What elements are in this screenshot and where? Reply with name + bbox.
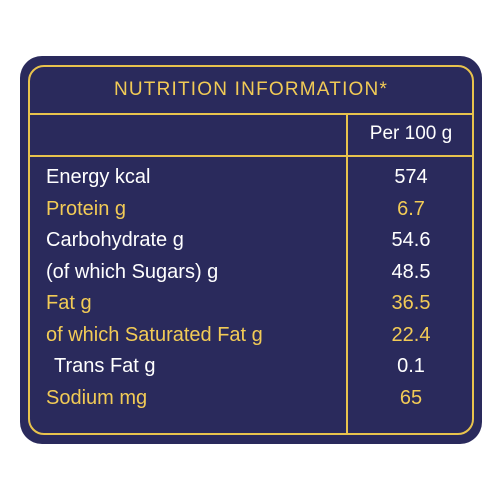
title-row: NUTRITION INFORMATION* <box>30 67 472 115</box>
nutrient-row-sodium: Sodium mg 65 <box>30 384 472 416</box>
nutrient-row-saturated-fat: of which Saturated Fat g 22.4 <box>30 321 472 353</box>
column-divider <box>346 113 348 433</box>
column-header-per-100g: Per 100 g <box>369 123 453 144</box>
nutrient-label: Carbohydrate g <box>46 229 184 251</box>
table-title: NUTRITION INFORMATION* <box>113 79 389 100</box>
nutrient-row-protein: Protein g 6.7 <box>30 195 472 227</box>
nutrient-label: (of which Sugars) g <box>46 260 219 283</box>
nutrient-value: 48.5 <box>391 260 431 283</box>
nutrient-value: 0.1 <box>397 355 425 377</box>
column-header-row: Per 100 g <box>30 113 472 157</box>
nutrient-value: 54.6 <box>391 229 431 251</box>
nutrient-rows: Energy kcal 574 Protein g 6.7 Carbohydra… <box>30 163 472 415</box>
nutrient-value: 574 <box>394 166 428 188</box>
nutrient-label: Protein g <box>46 197 127 220</box>
nutrient-row-carbohydrate: Carbohydrate g 54.6 <box>30 226 472 258</box>
nutrient-value: 6.7 <box>397 197 425 220</box>
nutrition-panel: NUTRITION INFORMATION* Per 100 g Energy … <box>20 56 482 444</box>
nutrient-row-energy: Energy kcal 574 <box>30 163 472 195</box>
nutrient-label: Energy kcal <box>46 166 151 188</box>
nutrient-label: Fat g <box>46 292 92 314</box>
nutrient-row-fat: Fat g 36.5 <box>30 289 472 321</box>
nutrient-label: Trans Fat g <box>54 355 156 377</box>
nutrient-label: Sodium mg <box>46 386 148 409</box>
nutrient-value: 36.5 <box>391 292 431 314</box>
nutrient-row-trans-fat: Trans Fat g 0.1 <box>30 352 472 384</box>
nutrient-value: 65 <box>399 386 423 409</box>
nutrient-row-sugars: (of which Sugars) g 48.5 <box>30 258 472 290</box>
nutrient-label: of which Saturated Fat g <box>46 323 263 346</box>
nutrient-value: 22.4 <box>391 323 431 346</box>
nutrition-table-frame: NUTRITION INFORMATION* Per 100 g Energy … <box>28 65 474 435</box>
